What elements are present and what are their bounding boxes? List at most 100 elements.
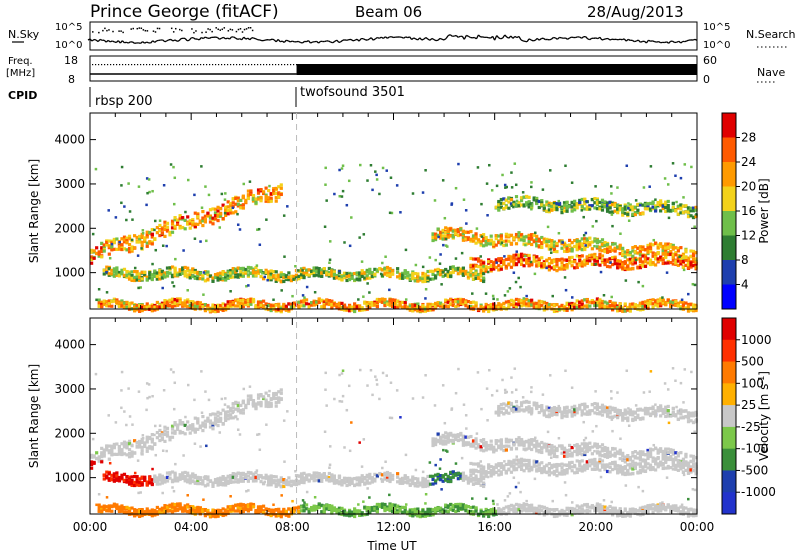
colorbar-tick-label: 4: [741, 278, 749, 292]
power-cell: [150, 228, 154, 232]
power-cell: [289, 274, 294, 278]
noise-segment: [99, 38, 103, 41]
power-cell: [282, 273, 286, 277]
velocity-cell: [383, 505, 387, 509]
velocity-cell: [269, 508, 273, 512]
velocity-cell: [337, 508, 342, 512]
power-cell: [327, 266, 331, 271]
velocity-cell: [525, 503, 529, 507]
power-cell: [545, 266, 548, 270]
power-cell: [292, 301, 296, 305]
nave-dot: [212, 64, 214, 66]
power-cell: [234, 270, 238, 274]
noise-segment: [427, 38, 431, 41]
power-cell: [532, 198, 536, 202]
power-cell: [535, 301, 539, 305]
power-cell: [454, 300, 458, 304]
nave-dot: [290, 64, 292, 66]
power-cell: [563, 276, 567, 279]
power-cell: [178, 300, 182, 305]
nave-tick-high: 60: [703, 54, 717, 67]
power-cell: [512, 237, 516, 241]
power-cell: [433, 306, 438, 310]
power-cell: [648, 207, 653, 211]
search-noise-dot: [104, 27, 106, 30]
power-cell: [659, 200, 663, 205]
power-cell: [384, 255, 387, 258]
power-cell: [153, 228, 156, 232]
search-noise-dot: [156, 27, 159, 30]
velocity-cell: [317, 505, 321, 509]
noise-segment: [334, 39, 338, 42]
power-cell: [664, 261, 668, 265]
power-cell: [408, 277, 412, 281]
power-cell: [469, 304, 473, 309]
power-cell: [585, 200, 588, 203]
power-cell: [371, 188, 374, 192]
search-noise-dot: [217, 28, 219, 31]
power-cell: [183, 304, 187, 308]
colorbar-segment: [722, 137, 736, 163]
velocity-cell: [390, 506, 395, 510]
velocity-cell: [183, 504, 187, 508]
velocity-cell: [454, 505, 458, 509]
power-cell: [545, 200, 549, 204]
noise-segment: [223, 36, 226, 40]
nave-label: Nave: [757, 66, 785, 79]
power-cell: [618, 261, 622, 266]
power-cell: [530, 204, 534, 208]
power-cell: [304, 268, 309, 272]
velocity-cell: [302, 509, 306, 513]
power-cell: [565, 308, 569, 312]
power-cell: [636, 208, 640, 212]
noise-segment: [298, 40, 301, 44]
velocity-cell: [239, 503, 243, 507]
power-cell: [590, 299, 594, 303]
power-cell: [509, 198, 514, 202]
power-cell: [249, 302, 253, 306]
noise-segment: [597, 36, 601, 40]
power-cell: [433, 232, 438, 236]
power-cell: [641, 263, 645, 267]
power-cell: [605, 250, 610, 254]
power-cell: [550, 246, 554, 250]
power-cell: [439, 273, 443, 277]
velocity-cell: [256, 510, 261, 515]
power-cell: [648, 242, 653, 246]
power-cell: [224, 278, 228, 282]
power-cell: [257, 227, 261, 231]
search-noise-dot: [174, 27, 177, 30]
cpid-entry-2: twofsound 3501: [300, 85, 405, 100]
velocity-cell: [363, 505, 367, 509]
noise-segment: [599, 36, 603, 41]
noise-segment: [526, 38, 530, 43]
velocity-cell: [170, 510, 175, 514]
power-cell: [580, 197, 584, 202]
velocity-cell: [347, 514, 352, 518]
power-cell: [347, 305, 352, 309]
power-cell: [140, 244, 144, 248]
velocity-cell: [385, 507, 390, 511]
power-cell: [441, 270, 445, 274]
power-cell: [557, 202, 562, 206]
velocity-cell: [545, 506, 549, 511]
velocity-cell: [408, 509, 412, 513]
power-cell: [578, 300, 582, 305]
power-cell: [213, 217, 218, 221]
power-cell: [499, 197, 503, 202]
power-cell: [213, 214, 218, 218]
power-cell: [395, 184, 399, 187]
velocity-cell: [304, 507, 309, 511]
power-cell: [168, 304, 172, 308]
power-cell: [499, 201, 503, 205]
power-cell: [530, 206, 534, 210]
power-cell: [221, 217, 225, 221]
power-cell: [350, 276, 354, 280]
power-cell: [231, 300, 235, 305]
power-cell: [282, 302, 286, 307]
power-cell: [628, 203, 632, 207]
power-cell: [552, 201, 557, 206]
power-cell: [519, 252, 524, 256]
power-cell: [580, 237, 584, 241]
power-cell: [588, 259, 592, 263]
